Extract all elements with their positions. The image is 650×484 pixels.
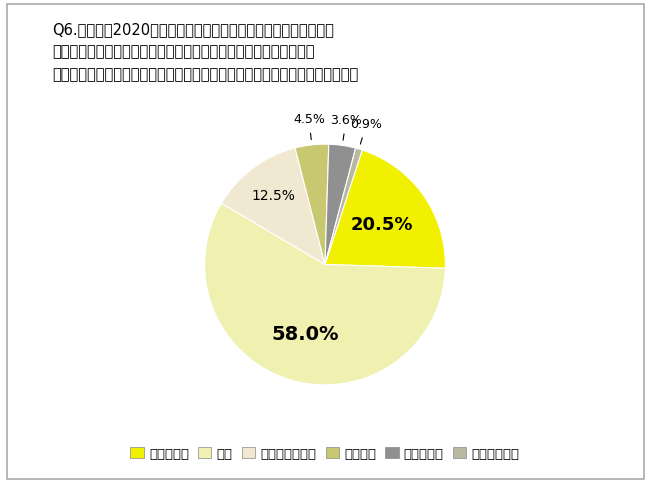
Wedge shape: [325, 145, 356, 265]
Wedge shape: [325, 149, 362, 265]
Text: 3.6%: 3.6%: [330, 113, 362, 126]
Text: Q6.今年度（2020年度）は、新型コロナウイルスの影響を受け、
　　保育園の休園や感染症対策など様々な課題を抱えながら保育が
　　行われました。あなたの今年度: Q6.今年度（2020年度）は、新型コロナウイルスの影響を受け、 保育園の休園や…: [52, 22, 358, 82]
Text: 0.9%: 0.9%: [350, 118, 382, 131]
Text: 58.0%: 58.0%: [271, 325, 339, 344]
Wedge shape: [205, 204, 445, 385]
Legend: とても良い, 良い, あまり良くない, 良くない, わからない, 答えたくない: とても良い, 良い, あまり良くない, 良くない, わからない, 答えたくない: [125, 442, 525, 465]
Text: 12.5%: 12.5%: [251, 189, 295, 203]
Wedge shape: [325, 151, 445, 269]
Wedge shape: [222, 149, 325, 265]
Wedge shape: [295, 145, 329, 265]
Text: 20.5%: 20.5%: [351, 216, 413, 234]
Text: 4.5%: 4.5%: [293, 113, 325, 126]
